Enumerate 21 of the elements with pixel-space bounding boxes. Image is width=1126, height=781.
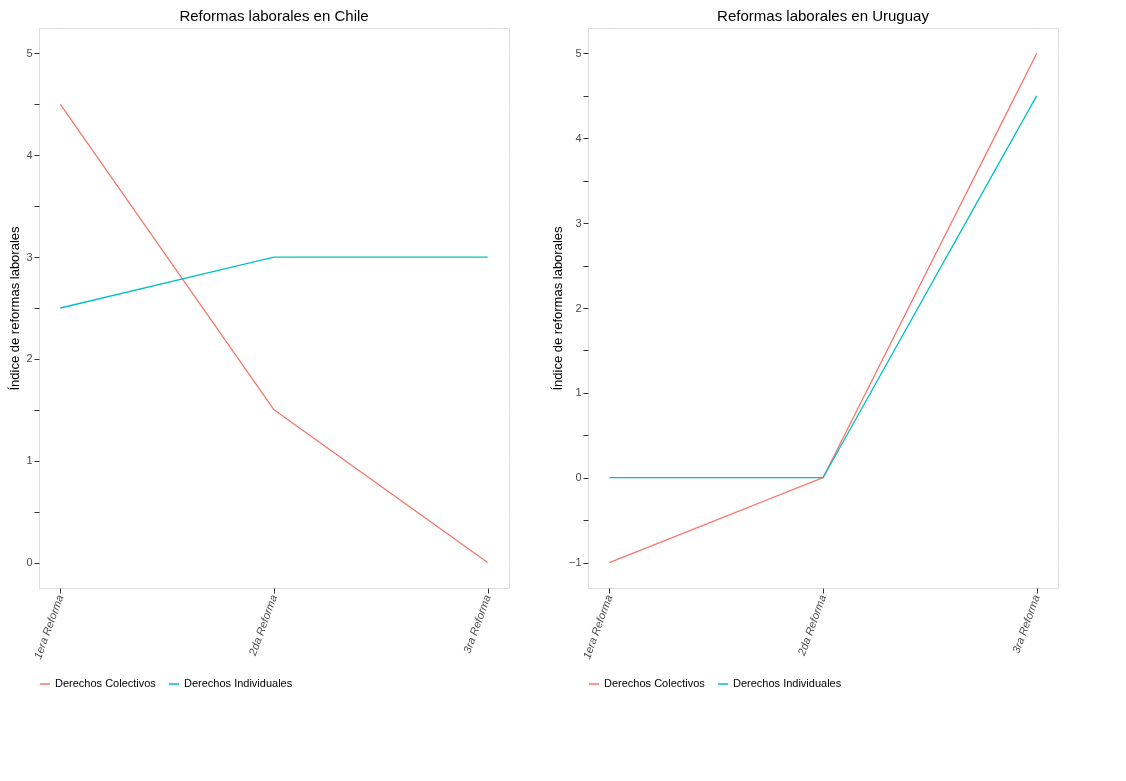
y-tick-label: 3 <box>26 250 33 263</box>
y-tick-label: −1 <box>568 556 582 569</box>
y-tick-label: 2 <box>26 352 33 365</box>
legend-label: Derechos Colectivos <box>55 677 157 689</box>
y-tick-label: 1 <box>575 386 582 399</box>
legend-label: Derechos Individuales <box>184 677 293 689</box>
y-tick-label: 4 <box>26 148 33 161</box>
y-tick-label: 4 <box>575 131 582 144</box>
y-axis-title: Índice de reformas laborales <box>549 225 565 391</box>
y-tick-label: 5 <box>575 46 582 59</box>
y-tick-label: 1 <box>26 454 33 467</box>
y-tick-label: 5 <box>26 46 33 59</box>
y-tick-label: 0 <box>26 556 33 569</box>
y-axis-title: Índice de reformas laborales <box>7 225 23 391</box>
chart-title: Reformas laborales en Uruguay <box>717 7 930 24</box>
y-tick-label: 3 <box>575 216 582 229</box>
y-tick-label: 0 <box>575 471 582 484</box>
chart-title: Reformas laborales en Chile <box>179 7 369 24</box>
y-tick-label: 2 <box>575 301 582 314</box>
legend-label: Derechos Colectivos <box>604 677 706 689</box>
legend-label: Derechos Individuales <box>733 677 842 689</box>
